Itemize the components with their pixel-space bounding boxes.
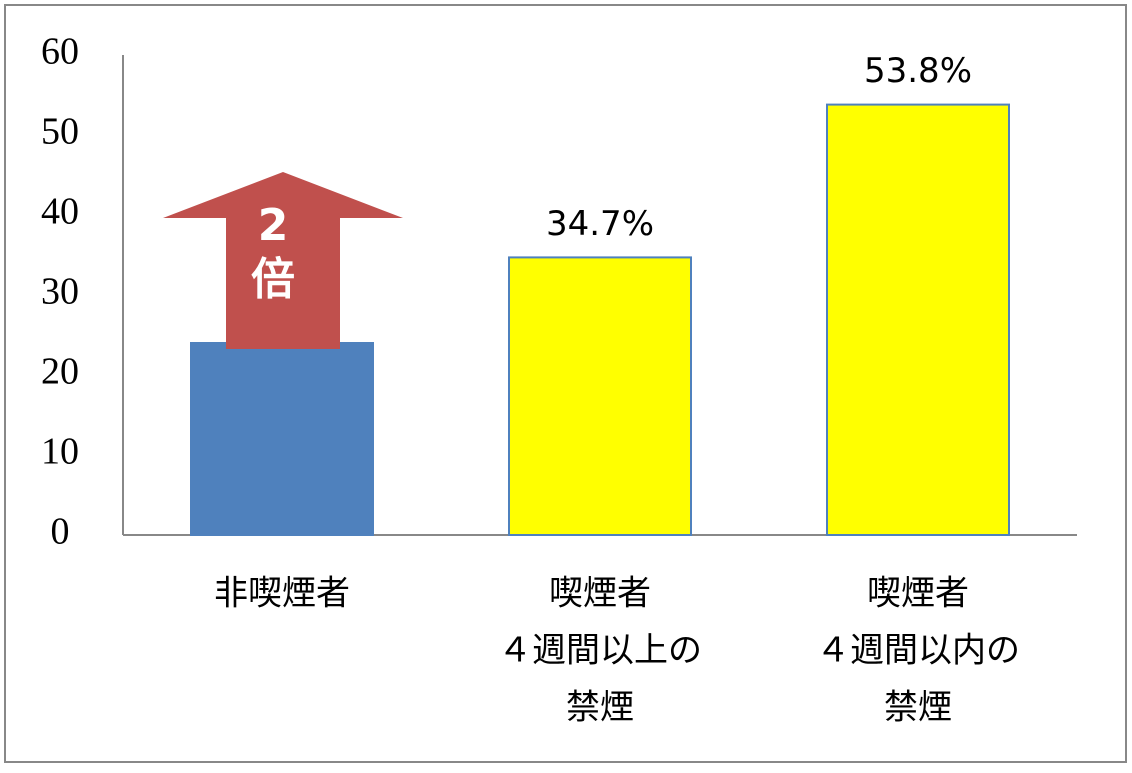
y-tick-label: 50 [41,111,79,153]
bar [508,256,692,536]
bar [190,342,374,536]
x-tick-label: 禁煙 [566,688,634,728]
x-tick-label: ４週間以内の [816,631,1020,671]
arrow [163,172,403,349]
y-tick-label: 40 [41,191,79,233]
x-tick-label: 喫煙者 [549,574,651,614]
y-tick-label: 20 [41,351,79,393]
y-tick-label: 10 [41,431,79,473]
annotation: 倍 [251,254,295,305]
value-label: 34.7% [546,204,654,244]
x-tick-label: 喫煙者 [867,574,969,614]
x-tick-label: ４週間以上の [498,631,702,671]
y-tick-label: 0 [51,511,70,553]
value-label: 53.8% [864,51,972,91]
x-tick-label: 禁煙 [884,688,952,728]
bars [190,103,1010,536]
y-tick-label: 60 [41,31,79,73]
annotation: 2 [258,200,289,251]
y-tick-label: 30 [41,271,79,313]
bar [826,103,1010,536]
x-tick-label: 非喫煙者 [214,574,350,614]
